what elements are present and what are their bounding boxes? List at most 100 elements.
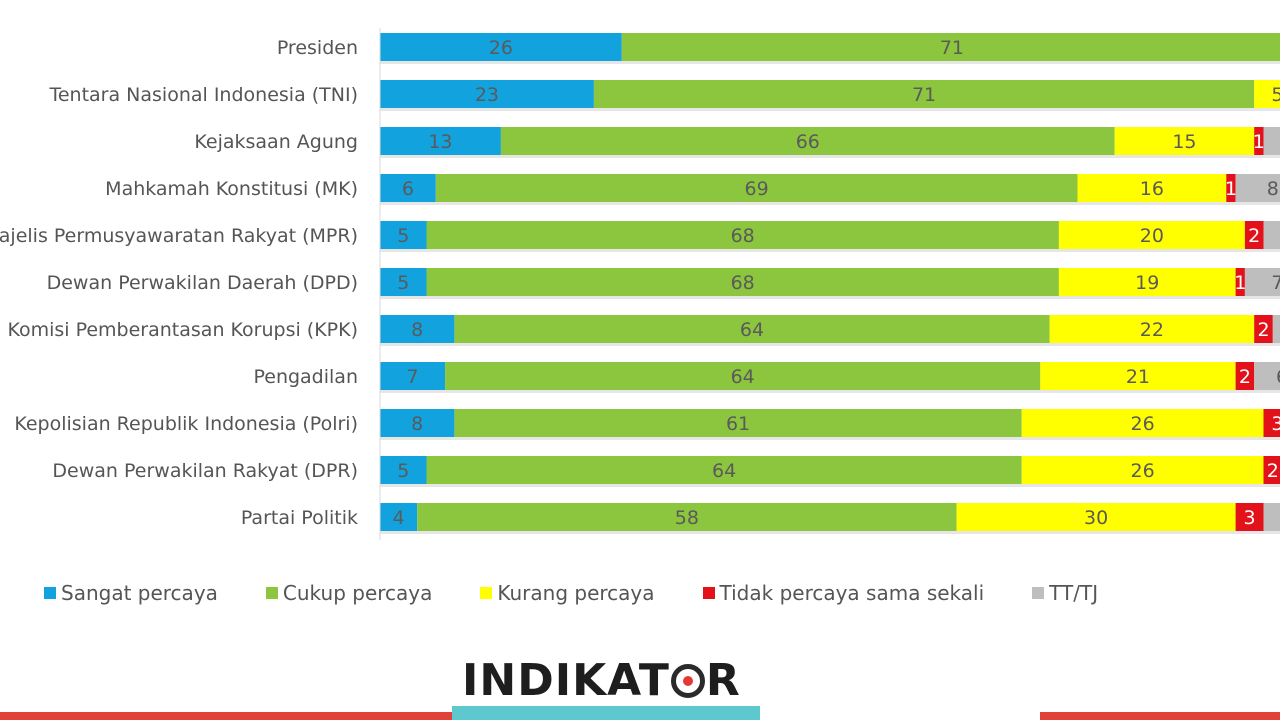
category-label-tentara-nasional-indonesia-tni: Tentara Nasional Indonesia (TNI) (48, 84, 358, 106)
bar-shadow (380, 531, 1280, 534)
category-label-mahkamah-konstitusi-mk: Mahkamah Konstitusi (MK) (105, 178, 358, 200)
data-label-sangat-percaya-pengadilan: 7 (407, 366, 419, 388)
data-label-sangat-percaya-tentara-nasional-indonesia-tni: 23 (475, 84, 499, 106)
data-label-tidak-percaya-sama-sekali-kepolisian-republik-indonesia-polri: 3 (1271, 413, 1280, 435)
legend: Sangat percaya Cukup percaya Kurang perc… (44, 580, 1146, 606)
data-label-kurang-percaya-partai-politik: 30 (1084, 507, 1108, 529)
bar-segment-kurang-percaya-partai-politik (956, 503, 1236, 531)
bar-segment-tidak-percaya-sama-sekali-kepolisian-republik-indonesia-polri (1263, 409, 1280, 437)
legend-label-sangat-percaya: Sangat percaya (61, 581, 218, 605)
legend-label-tidak-percaya: Tidak percaya sama sekali (719, 581, 985, 605)
data-label-tt-tj-dewan-perwakilan-daerah-dpd: 7 (1271, 272, 1280, 294)
data-label-cukup-percaya-majelis-permusyawaratan-rakyat-mpr: 68 (731, 225, 755, 247)
data-label-cukup-percaya-pengadilan: 64 (731, 366, 755, 388)
data-label-kurang-percaya-tentara-nasional-indonesia-tni: 5 (1271, 84, 1280, 106)
bar-segment-sangat-percaya-mahkamah-konstitusi-mk (380, 174, 436, 202)
bar-segment-cukup-percaya-majelis-permusyawaratan-rakyat-mpr (426, 221, 1059, 249)
stacked-bar-chart: Presiden267121Tentara Nasional Indonesia… (0, 28, 1280, 540)
bar-segment-cukup-percaya-pengadilan (445, 362, 1041, 390)
data-label-cukup-percaya-mahkamah-konstitusi-mk: 69 (745, 178, 769, 200)
category-label-dewan-perwakilan-rakyat-dpr: Dewan Perwakilan Rakyat (DPR) (52, 460, 358, 482)
data-label-tidak-percaya-sama-sekali-komisi-pemberantasan-korupsi-kpk: 2 (1257, 319, 1269, 341)
bar-shadow (380, 249, 1280, 252)
footer-teal-bar (452, 706, 760, 720)
data-label-cukup-percaya-tentara-nasional-indonesia-tni: 71 (912, 84, 936, 106)
bar-shadow (380, 484, 1280, 487)
bar-shadow (380, 437, 1280, 440)
bar-segment-kurang-percaya-majelis-permusyawaratan-rakyat-mpr (1058, 221, 1245, 249)
data-label-kurang-percaya-dewan-perwakilan-daerah-dpd: 19 (1135, 272, 1159, 294)
data-label-cukup-percaya-kepolisian-republik-indonesia-polri: 61 (726, 413, 750, 435)
legend-label-cukup-percaya: Cukup percaya (282, 581, 433, 605)
bar-segment-tidak-percaya-sama-sekali-komisi-pemberantasan-korupsi-kpk (1254, 315, 1273, 343)
legend-label-kurang-percaya: Kurang percaya (497, 581, 655, 605)
data-label-tt-tj-mahkamah-konstitusi-mk: 8 (1267, 178, 1279, 200)
data-label-tidak-percaya-sama-sekali-majelis-permusyawaratan-rakyat-mpr: 2 (1248, 225, 1260, 247)
legend-item-sangat-percaya: Sangat percaya (44, 581, 218, 605)
bar-segment-tidak-percaya-sama-sekali-dewan-perwakilan-daerah-dpd (1235, 268, 1245, 296)
bar-segment-kurang-percaya-dewan-perwakilan-daerah-dpd (1058, 268, 1236, 296)
bar-segment-cukup-percaya-presiden (621, 33, 1280, 61)
bar-segment-tt-tj-pengadilan (1254, 362, 1280, 390)
legend-item-kurang-percaya: Kurang percaya (480, 581, 655, 605)
data-label-sangat-percaya-majelis-permusyawaratan-rakyat-mpr: 5 (397, 225, 409, 247)
bar-segment-tidak-percaya-sama-sekali-majelis-permusyawaratan-rakyat-mpr (1244, 221, 1264, 249)
bar-segment-kurang-percaya-kepolisian-republik-indonesia-polri (1021, 409, 1264, 437)
data-label-sangat-percaya-komisi-pemberantasan-korupsi-kpk: 8 (411, 319, 423, 341)
bar-segment-tidak-percaya-sama-sekali-dewan-perwakilan-rakyat-dpr (1263, 456, 1280, 484)
bar-segment-sangat-percaya-dewan-perwakilan-daerah-dpd (380, 268, 427, 296)
legend-label-tt-tj: TT/TJ (1049, 581, 1099, 605)
legend-swatch-cukup-percaya (265, 587, 278, 599)
bar-shadow (380, 202, 1280, 205)
category-label-kepolisian-republik-indonesia-polri: Kepolisian Republik Indonesia (Polri) (14, 413, 358, 435)
legend-item-tidak-percaya: Tidak percaya sama sekali (702, 581, 985, 605)
legend-swatch-tidak-percaya (702, 587, 715, 599)
data-label-kurang-percaya-kejaksaan-agung: 15 (1172, 131, 1196, 153)
category-label-majelis-permusyawaratan-rakyat-mpr: Majelis Permusyawaratan Rakyat (MPR) (0, 225, 358, 247)
data-label-cukup-percaya-dewan-perwakilan-rakyat-dpr: 64 (712, 460, 736, 482)
bar-segment-tidak-percaya-sama-sekali-partai-politik (1235, 503, 1264, 531)
data-label-sangat-percaya-kepolisian-republik-indonesia-polri: 8 (411, 413, 423, 435)
bar-segment-kurang-percaya-tentara-nasional-indonesia-tni (1254, 80, 1280, 108)
bar-segment-cukup-percaya-dewan-perwakilan-daerah-dpd (426, 268, 1059, 296)
bar-segment-kurang-percaya-dewan-perwakilan-rakyat-dpr (1021, 456, 1264, 484)
bar-segment-cukup-percaya-tentara-nasional-indonesia-tni (593, 80, 1255, 108)
bar-segment-tt-tj-majelis-permusyawaratan-rakyat-mpr (1263, 221, 1280, 249)
bar-shadow (380, 155, 1280, 158)
bar-segment-tt-tj-partai-politik (1263, 503, 1280, 531)
category-label-dewan-perwakilan-daerah-dpd: Dewan Perwakilan Daerah (DPD) (47, 272, 358, 294)
bar-shadow (380, 343, 1280, 346)
category-label-kejaksaan-agung: Kejaksaan Agung (194, 131, 358, 153)
data-label-kurang-percaya-komisi-pemberantasan-korupsi-kpk: 22 (1140, 319, 1164, 341)
legend-swatch-sangat-percaya (44, 587, 56, 599)
bar-segment-sangat-percaya-majelis-permusyawaratan-rakyat-mpr (380, 221, 427, 249)
legend-item-cukup-percaya: Cukup percaya (265, 581, 433, 605)
bar-segment-kurang-percaya-pengadilan (1040, 362, 1236, 390)
bar-segment-sangat-percaya-pengadilan (380, 362, 446, 390)
category-label-komisi-pemberantasan-korupsi-kpk: Komisi Pemberantasan Korupsi (KPK) (7, 319, 358, 341)
bar-segment-cukup-percaya-partai-politik (417, 503, 957, 531)
data-label-sangat-percaya-dewan-perwakilan-daerah-dpd: 5 (397, 272, 409, 294)
data-label-tidak-percaya-sama-sekali-pengadilan: 2 (1239, 366, 1251, 388)
bar-segment-tidak-percaya-sama-sekali-mahkamah-konstitusi-mk (1226, 174, 1236, 202)
legend-swatch-tt-tj (1032, 587, 1045, 599)
data-label-tt-tj-pengadilan: 6 (1276, 366, 1280, 388)
data-label-tidak-percaya-sama-sekali-mahkamah-konstitusi-mk: 1 (1225, 178, 1237, 200)
data-label-tidak-percaya-sama-sekali-dewan-perwakilan-rakyat-dpr: 2 (1267, 460, 1279, 482)
bar-segment-kurang-percaya-kejaksaan-agung (1114, 127, 1255, 155)
data-label-kurang-percaya-pengadilan: 21 (1126, 366, 1150, 388)
data-label-cukup-percaya-kejaksaan-agung: 66 (796, 131, 820, 153)
bar-segment-sangat-percaya-partai-politik (380, 503, 418, 531)
category-label-pengadilan: Pengadilan (253, 366, 358, 388)
data-label-cukup-percaya-partai-politik: 58 (675, 507, 699, 529)
bar-shadow (380, 61, 1280, 64)
indikator-logo: INDIKAT R (462, 655, 741, 706)
data-label-kurang-percaya-mahkamah-konstitusi-mk: 16 (1140, 178, 1164, 200)
legend-item-tt-tj: TT/TJ (1032, 581, 1098, 605)
logo-target-icon (670, 664, 705, 698)
bar-segment-sangat-percaya-presiden (380, 33, 622, 61)
footer-red-bar-left (0, 712, 452, 720)
bar-segment-tt-tj-dewan-perwakilan-daerah-dpd (1244, 268, 1280, 296)
bar-segment-tt-tj-mahkamah-konstitusi-mk (1235, 174, 1280, 202)
data-label-cukup-percaya-dewan-perwakilan-daerah-dpd: 68 (731, 272, 755, 294)
